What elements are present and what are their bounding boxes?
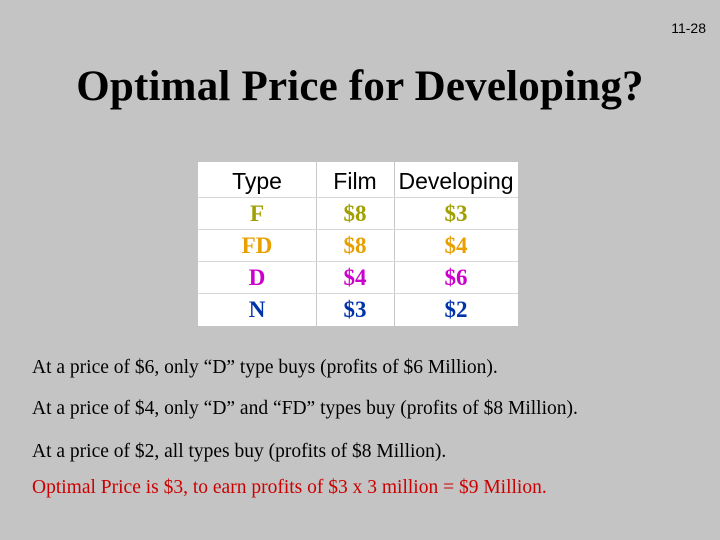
header-type: Type <box>232 168 282 194</box>
cell-developing: $4 <box>444 233 468 258</box>
note-price-4: At a price of $4, only “D” and “FD” type… <box>32 398 578 419</box>
cell-type: D <box>248 265 266 290</box>
cell-developing: $3 <box>444 201 468 226</box>
cell-film: $8 <box>343 201 367 226</box>
note-optimal-price: Optimal Price is $3, to earn profits of … <box>32 477 547 498</box>
cell-developing: $2 <box>444 297 468 322</box>
header-developing: Developing <box>398 168 514 194</box>
note-price-2: At a price of $2, all types buy (profits… <box>32 441 447 462</box>
cell-film: $4 <box>343 265 367 290</box>
row-divider <box>198 261 518 262</box>
cell-type: FD <box>241 233 273 258</box>
slide-title: Optimal Price for Developing? <box>76 63 644 110</box>
column-divider <box>394 162 395 326</box>
row-divider <box>198 293 518 294</box>
cell-film: $8 <box>343 233 367 258</box>
cell-developing: $6 <box>444 265 468 290</box>
note-price-6: At a price of $6, only “D” type buys (pr… <box>32 357 498 378</box>
header-film: Film <box>333 168 377 194</box>
row-divider <box>198 197 518 198</box>
cell-type: F <box>249 201 265 226</box>
cell-type: N <box>248 297 266 322</box>
row-divider <box>198 229 518 230</box>
cell-film: $3 <box>343 297 367 322</box>
pricing-table: Type Film Developing F $8 $3 FD $8 $4 D … <box>198 162 518 326</box>
slide-number: 11-28 <box>671 20 706 36</box>
column-divider <box>316 162 317 326</box>
